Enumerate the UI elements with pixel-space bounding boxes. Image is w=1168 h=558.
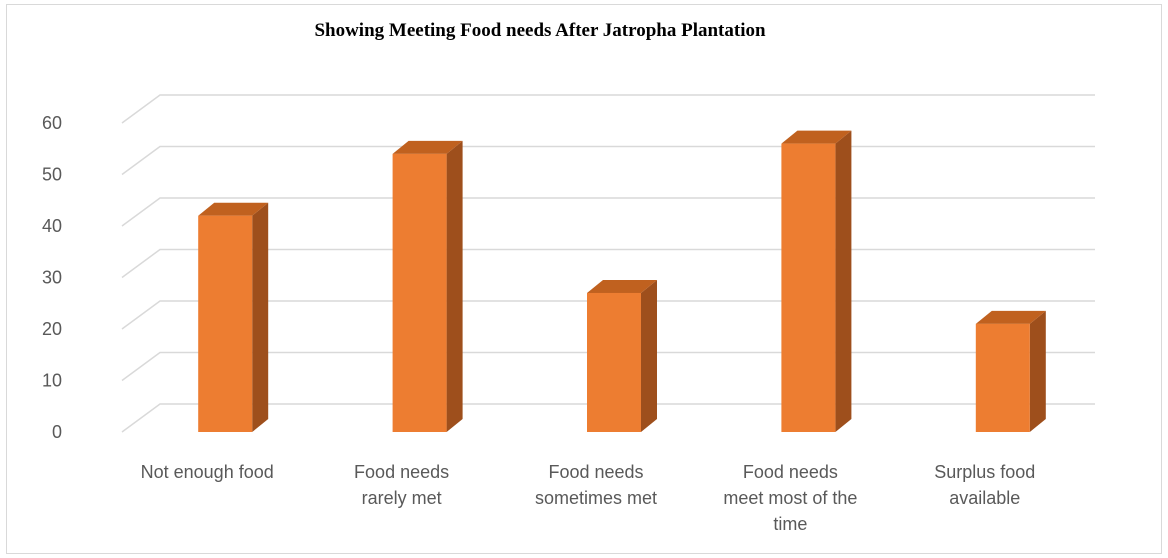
y-axis-ticks: 0 10 20 30 40 50 60 [42, 113, 62, 442]
bar-side-face [641, 279, 657, 432]
gridline [121, 94, 1095, 124]
y-tick-label: 0 [52, 422, 62, 442]
bar-side-face [446, 140, 463, 432]
bar-side-face [1029, 310, 1046, 432]
y-tick-label: 60 [42, 113, 62, 133]
bar-top-face [781, 130, 852, 144]
x-category-label-line: Food needs [354, 462, 449, 482]
gridline [121, 145, 1095, 176]
x-category-label: Food needs rarely met [354, 462, 449, 508]
bar-front-face [781, 143, 836, 432]
chart-title: Showing Meeting Food needs After Jatroph… [314, 20, 766, 41]
bar-top-face [587, 279, 657, 293]
x-category-label-line: rarely met [362, 488, 442, 508]
x-category-label-line: available [949, 488, 1020, 508]
bar-side-face [252, 202, 269, 432]
y-tick-label: 40 [42, 216, 62, 236]
bar [781, 130, 852, 432]
x-category-label: Food needs sometimes met [535, 462, 657, 508]
x-category-label-line: Food needs [548, 462, 643, 482]
bar-top-face [392, 140, 463, 154]
bar [587, 279, 657, 432]
x-category-label-line: Not enough food [141, 462, 274, 482]
bar-front-face [975, 323, 1030, 432]
bar-top-face [198, 202, 269, 216]
x-axis-labels: Not enough food Food needs rarely metFood … [141, 462, 1036, 534]
y-tick-label: 10 [42, 371, 62, 391]
x-category-label-line: meet most of the [723, 488, 857, 508]
bar-front-face [587, 292, 641, 432]
x-category-label-line: time [773, 514, 807, 534]
x-category-label-line: Surplus food [934, 462, 1035, 482]
bar-top-face [975, 310, 1046, 324]
bar [198, 202, 269, 432]
x-category-label-line: Food needs [743, 462, 838, 482]
x-category-label-line: sometimes met [535, 488, 657, 508]
x-category-label: Not enough food [141, 462, 274, 482]
x-category-label: Surplus food available [934, 462, 1035, 508]
y-tick-label: 20 [42, 319, 62, 339]
y-tick-label: 50 [42, 165, 62, 185]
bar-front-face [392, 153, 447, 432]
bars [198, 130, 1046, 432]
bar-front-face [198, 215, 253, 432]
bar [392, 140, 463, 432]
bar [975, 310, 1046, 432]
bar-side-face [835, 130, 852, 432]
x-category-label: Food needs meet most of the time [723, 462, 857, 534]
y-tick-label: 30 [42, 268, 62, 288]
